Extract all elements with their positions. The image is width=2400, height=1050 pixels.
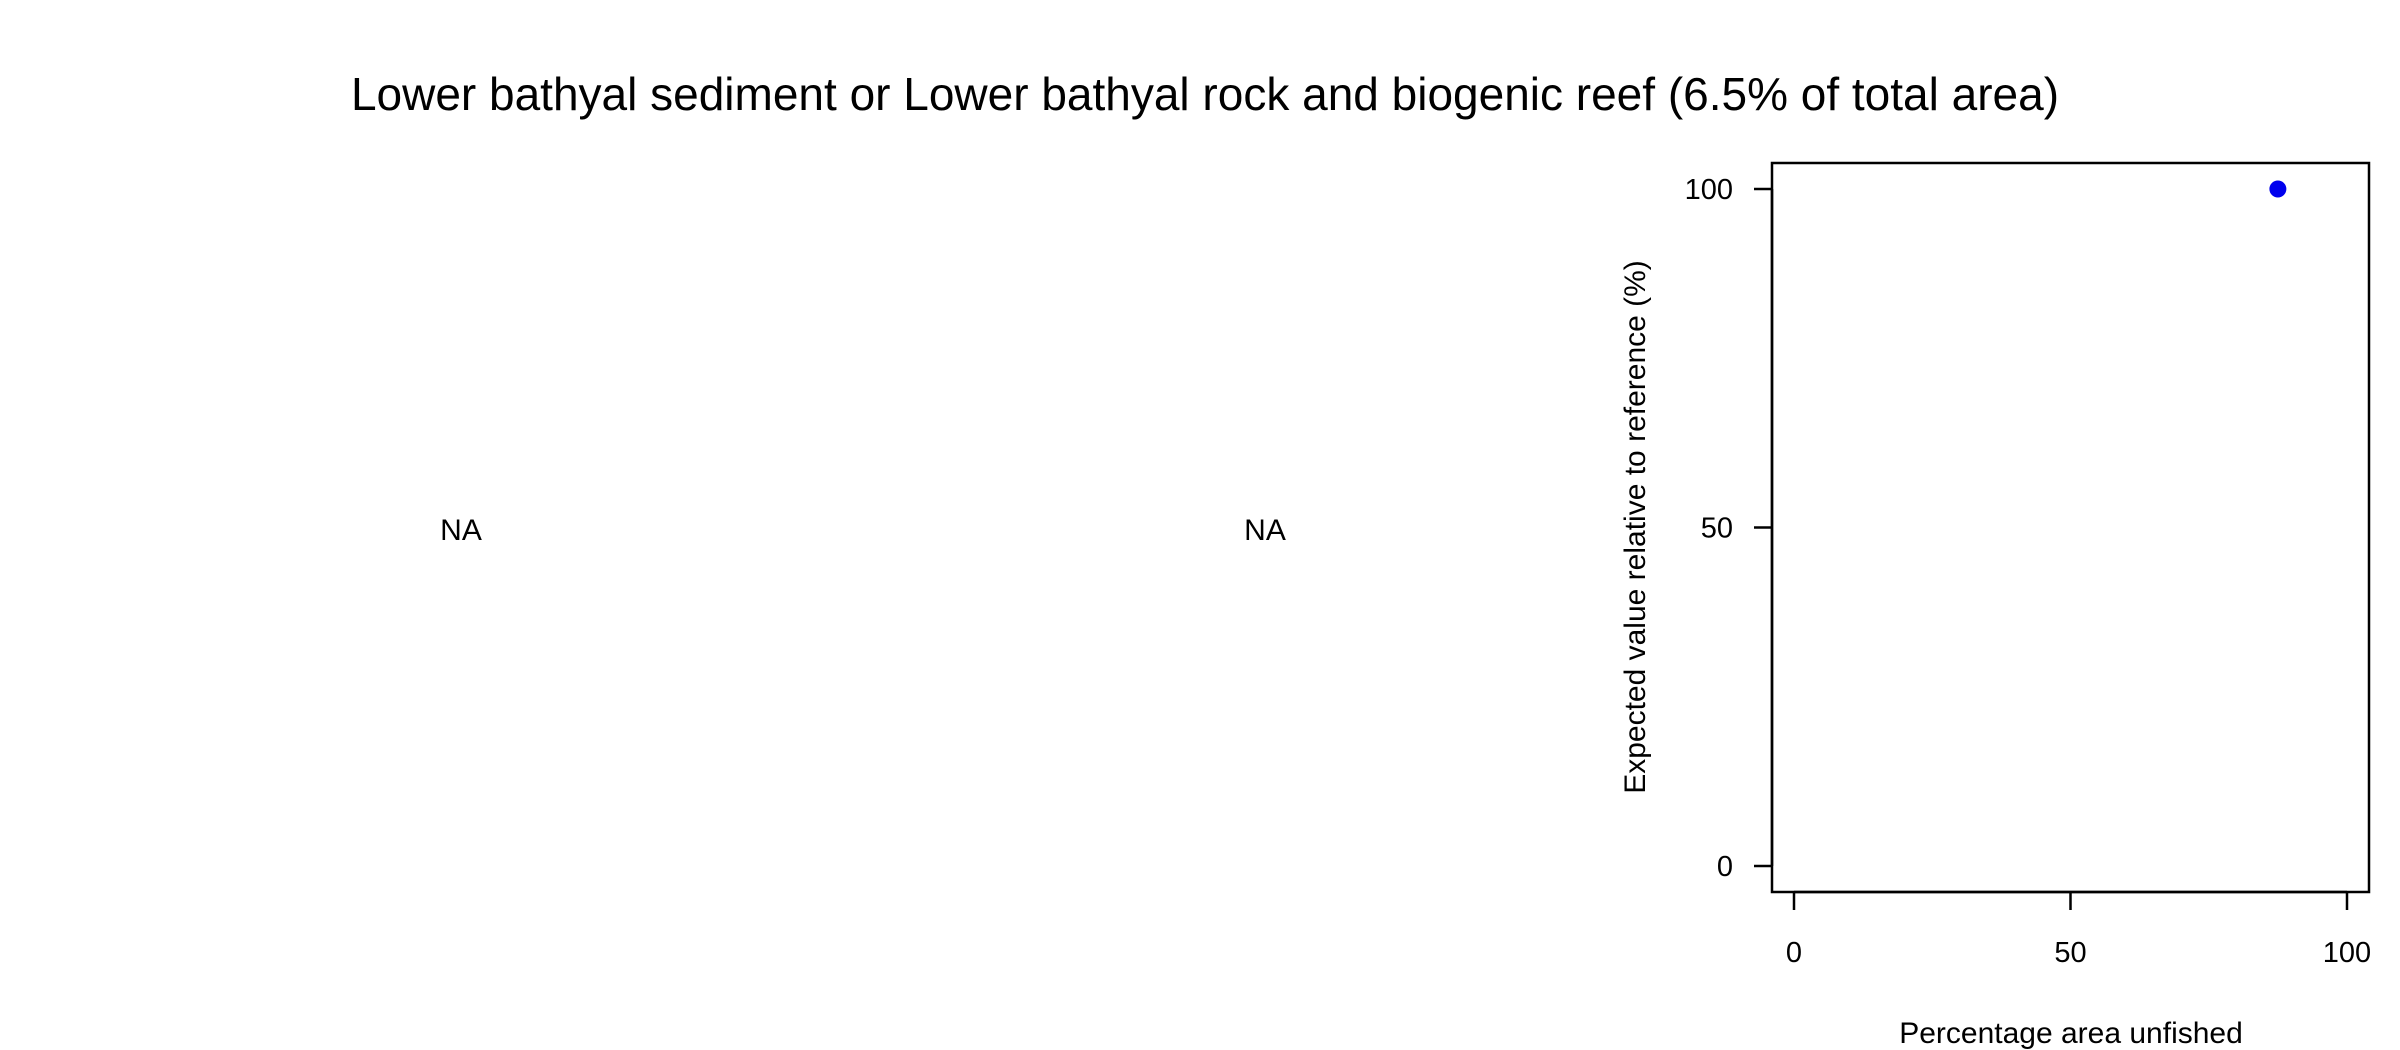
panel-2-na-label: NA [1244, 514, 1286, 547]
panel-1-na-label: NA [440, 514, 482, 547]
x-tick-label: 0 [1786, 937, 1802, 969]
y-axis-label: Expected value relative to reference (%) [1619, 260, 1652, 794]
y-tick-label: 100 [1685, 174, 1733, 206]
y-tick-label: 0 [1717, 851, 1733, 883]
y-axis: 0 50 100 [1685, 174, 1774, 883]
y-tick-label: 50 [1701, 513, 1733, 545]
chart-title: Lower bathyal sediment or Lower bathyal … [351, 68, 2059, 120]
x-tick-label: 50 [2054, 937, 2086, 969]
x-axis: 0 50 100 [1786, 890, 2371, 969]
data-points [2269, 180, 2287, 198]
x-tick-label: 100 [2323, 937, 2371, 969]
x-axis-label: Percentage area unfished [1899, 1017, 2243, 1050]
plot-frame [1770, 161, 2371, 894]
data-point [2269, 180, 2287, 198]
